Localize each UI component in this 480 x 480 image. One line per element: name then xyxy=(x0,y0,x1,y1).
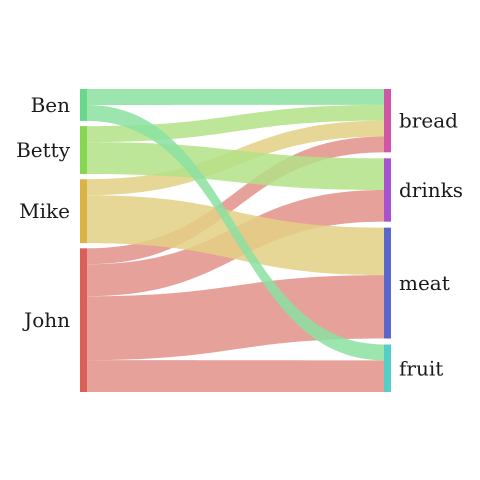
target-node-drinks xyxy=(384,158,391,222)
source-node-john xyxy=(80,248,87,392)
source-label-betty: Betty xyxy=(16,138,71,162)
target-node-meat xyxy=(384,227,391,339)
source-node-betty xyxy=(80,126,87,175)
node-bars-layer xyxy=(80,89,391,392)
source-label-ben: Ben xyxy=(31,93,71,117)
source-node-mike xyxy=(80,179,87,244)
target-label-drinks: drinks xyxy=(399,178,463,202)
flow-betty-to-drinks xyxy=(87,142,384,190)
target-node-bread xyxy=(384,89,391,153)
target-label-meat: meat xyxy=(399,271,450,295)
flow-john-to-fruit xyxy=(87,360,384,392)
target-label-bread: bread xyxy=(399,109,458,133)
flow-john-to-meat xyxy=(87,275,384,361)
flow-ben-to-bread xyxy=(87,89,384,105)
flow-john-to-bread xyxy=(87,136,384,265)
flows-layer xyxy=(87,89,384,392)
source-label-mike: Mike xyxy=(19,199,70,223)
source-label-john: John xyxy=(22,308,70,332)
flow-ben-to-fruit xyxy=(87,104,384,361)
source-node-ben xyxy=(80,89,87,121)
node-labels-layer: Ben Betty Mike John bread drinks meat fruit xyxy=(16,93,463,380)
target-node-fruit xyxy=(384,344,391,392)
target-label-fruit: fruit xyxy=(399,356,443,380)
